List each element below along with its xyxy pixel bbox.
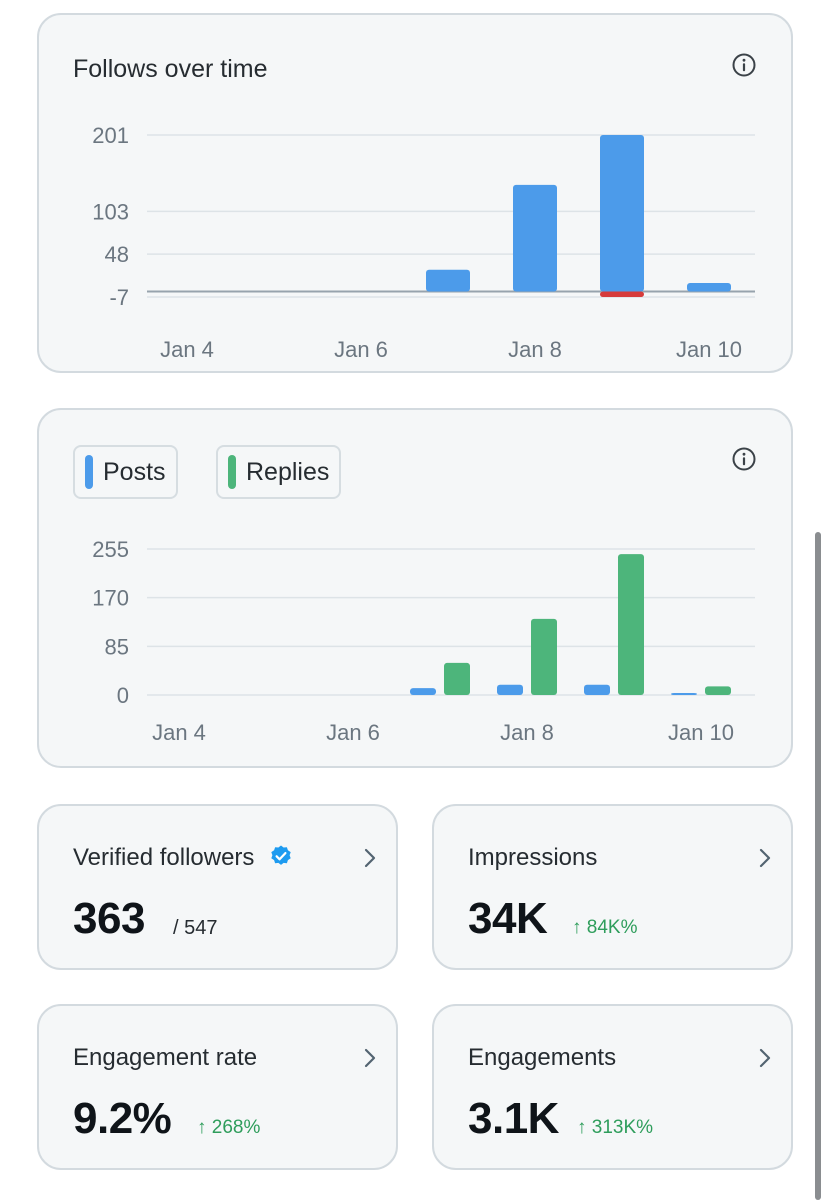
x-tick-label: Jan 4 xyxy=(152,720,206,745)
legend-replies[interactable]: Replies xyxy=(216,445,342,499)
stat-title: Verified followers xyxy=(73,844,293,872)
follows-chart: 201 103 48 -7 Jan 4 Jan 6 Jan 8 Jan 10 xyxy=(92,123,755,362)
bar-follows xyxy=(687,282,731,292)
x-tick-label: Jan 8 xyxy=(500,720,554,745)
chevron-right-icon[interactable] xyxy=(362,846,378,870)
bar-follows xyxy=(600,135,644,292)
bar-replies xyxy=(705,686,731,695)
info-icon[interactable] xyxy=(731,446,757,472)
bar-posts xyxy=(584,684,610,695)
bar-follows xyxy=(426,269,470,292)
impressions-card[interactable]: Impressions 34K ↑ 84K% xyxy=(432,804,793,970)
scrollbar[interactable] xyxy=(815,532,821,1200)
engagement-rate-card[interactable]: Engagement rate 9.2% ↑ 268% xyxy=(37,1004,398,1170)
verified-followers-card[interactable]: Verified followers 363 / 547 xyxy=(37,804,398,970)
bar-replies xyxy=(444,662,470,695)
stat-value: 363 xyxy=(73,894,145,943)
chevron-right-icon[interactable] xyxy=(362,1046,378,1070)
verified-followers-label: Verified followers xyxy=(73,844,255,871)
posts-swatch xyxy=(85,455,93,489)
engagements-card[interactable]: Engagements 3.1K ↑ 313K% xyxy=(432,1004,793,1170)
bar-replies xyxy=(531,618,557,695)
stat-change: ↑ 268% xyxy=(197,1117,261,1138)
card-title: Follows over time xyxy=(73,55,268,83)
y-tick-label: 85 xyxy=(105,634,129,659)
stat-value: 3.1K xyxy=(468,1094,559,1143)
stat-value: 34K xyxy=(468,894,548,943)
follows-over-time-card: Follows over time 201 103 48 -7 Jan 4 Jan 6 Ja… xyxy=(37,13,793,373)
stat-title: Impressions xyxy=(468,844,598,871)
x-tick-label: Jan 4 xyxy=(160,337,214,362)
verified-badge-icon xyxy=(271,845,291,865)
y-tick-label: 170 xyxy=(92,586,129,611)
y-tick-label: 255 xyxy=(92,537,129,562)
bar-unfollows xyxy=(600,291,644,297)
stat-total: / 547 xyxy=(173,917,218,939)
x-tick-label: Jan 6 xyxy=(326,720,380,745)
info-icon[interactable] xyxy=(731,52,757,78)
x-tick-label: Jan 8 xyxy=(508,337,562,362)
x-tick-label: Jan 10 xyxy=(668,720,734,745)
y-tick-label: 0 xyxy=(117,683,129,708)
stat-change: ↑ 313K% xyxy=(577,1117,654,1138)
y-tick-label: -7 xyxy=(109,285,129,310)
bar-posts xyxy=(497,684,523,695)
bar-follows xyxy=(513,184,557,292)
stat-change: ↑ 84K% xyxy=(572,917,638,938)
y-tick-label: 103 xyxy=(92,199,129,224)
x-tick-label: Jan 10 xyxy=(676,337,742,362)
y-tick-label: 201 xyxy=(92,123,129,148)
y-tick-label: 48 xyxy=(105,242,129,267)
stat-value: 9.2% xyxy=(73,1094,172,1143)
x-tick-label: Jan 6 xyxy=(334,337,388,362)
activity-chart: 255 170 85 0 Jan 4 Jan 6 Jan 8 Jan 10 xyxy=(92,537,755,745)
bar-posts xyxy=(671,693,697,695)
chevron-right-icon[interactable] xyxy=(757,846,773,870)
legend-replies-label: Replies xyxy=(246,457,330,486)
legend-posts[interactable]: Posts xyxy=(73,445,178,499)
stat-title: Engagements xyxy=(468,1044,617,1071)
bar-replies xyxy=(618,554,644,695)
stat-title: Engagement rate xyxy=(73,1044,258,1071)
bar-posts xyxy=(410,688,436,695)
posts-replies-card: Posts Replies 255 170 85 0 Jan 4 Jan 6 Jan 8 Ja… xyxy=(37,408,793,768)
chevron-right-icon[interactable] xyxy=(757,1046,773,1070)
replies-swatch xyxy=(228,455,236,489)
legend-posts-label: Posts xyxy=(103,457,166,486)
